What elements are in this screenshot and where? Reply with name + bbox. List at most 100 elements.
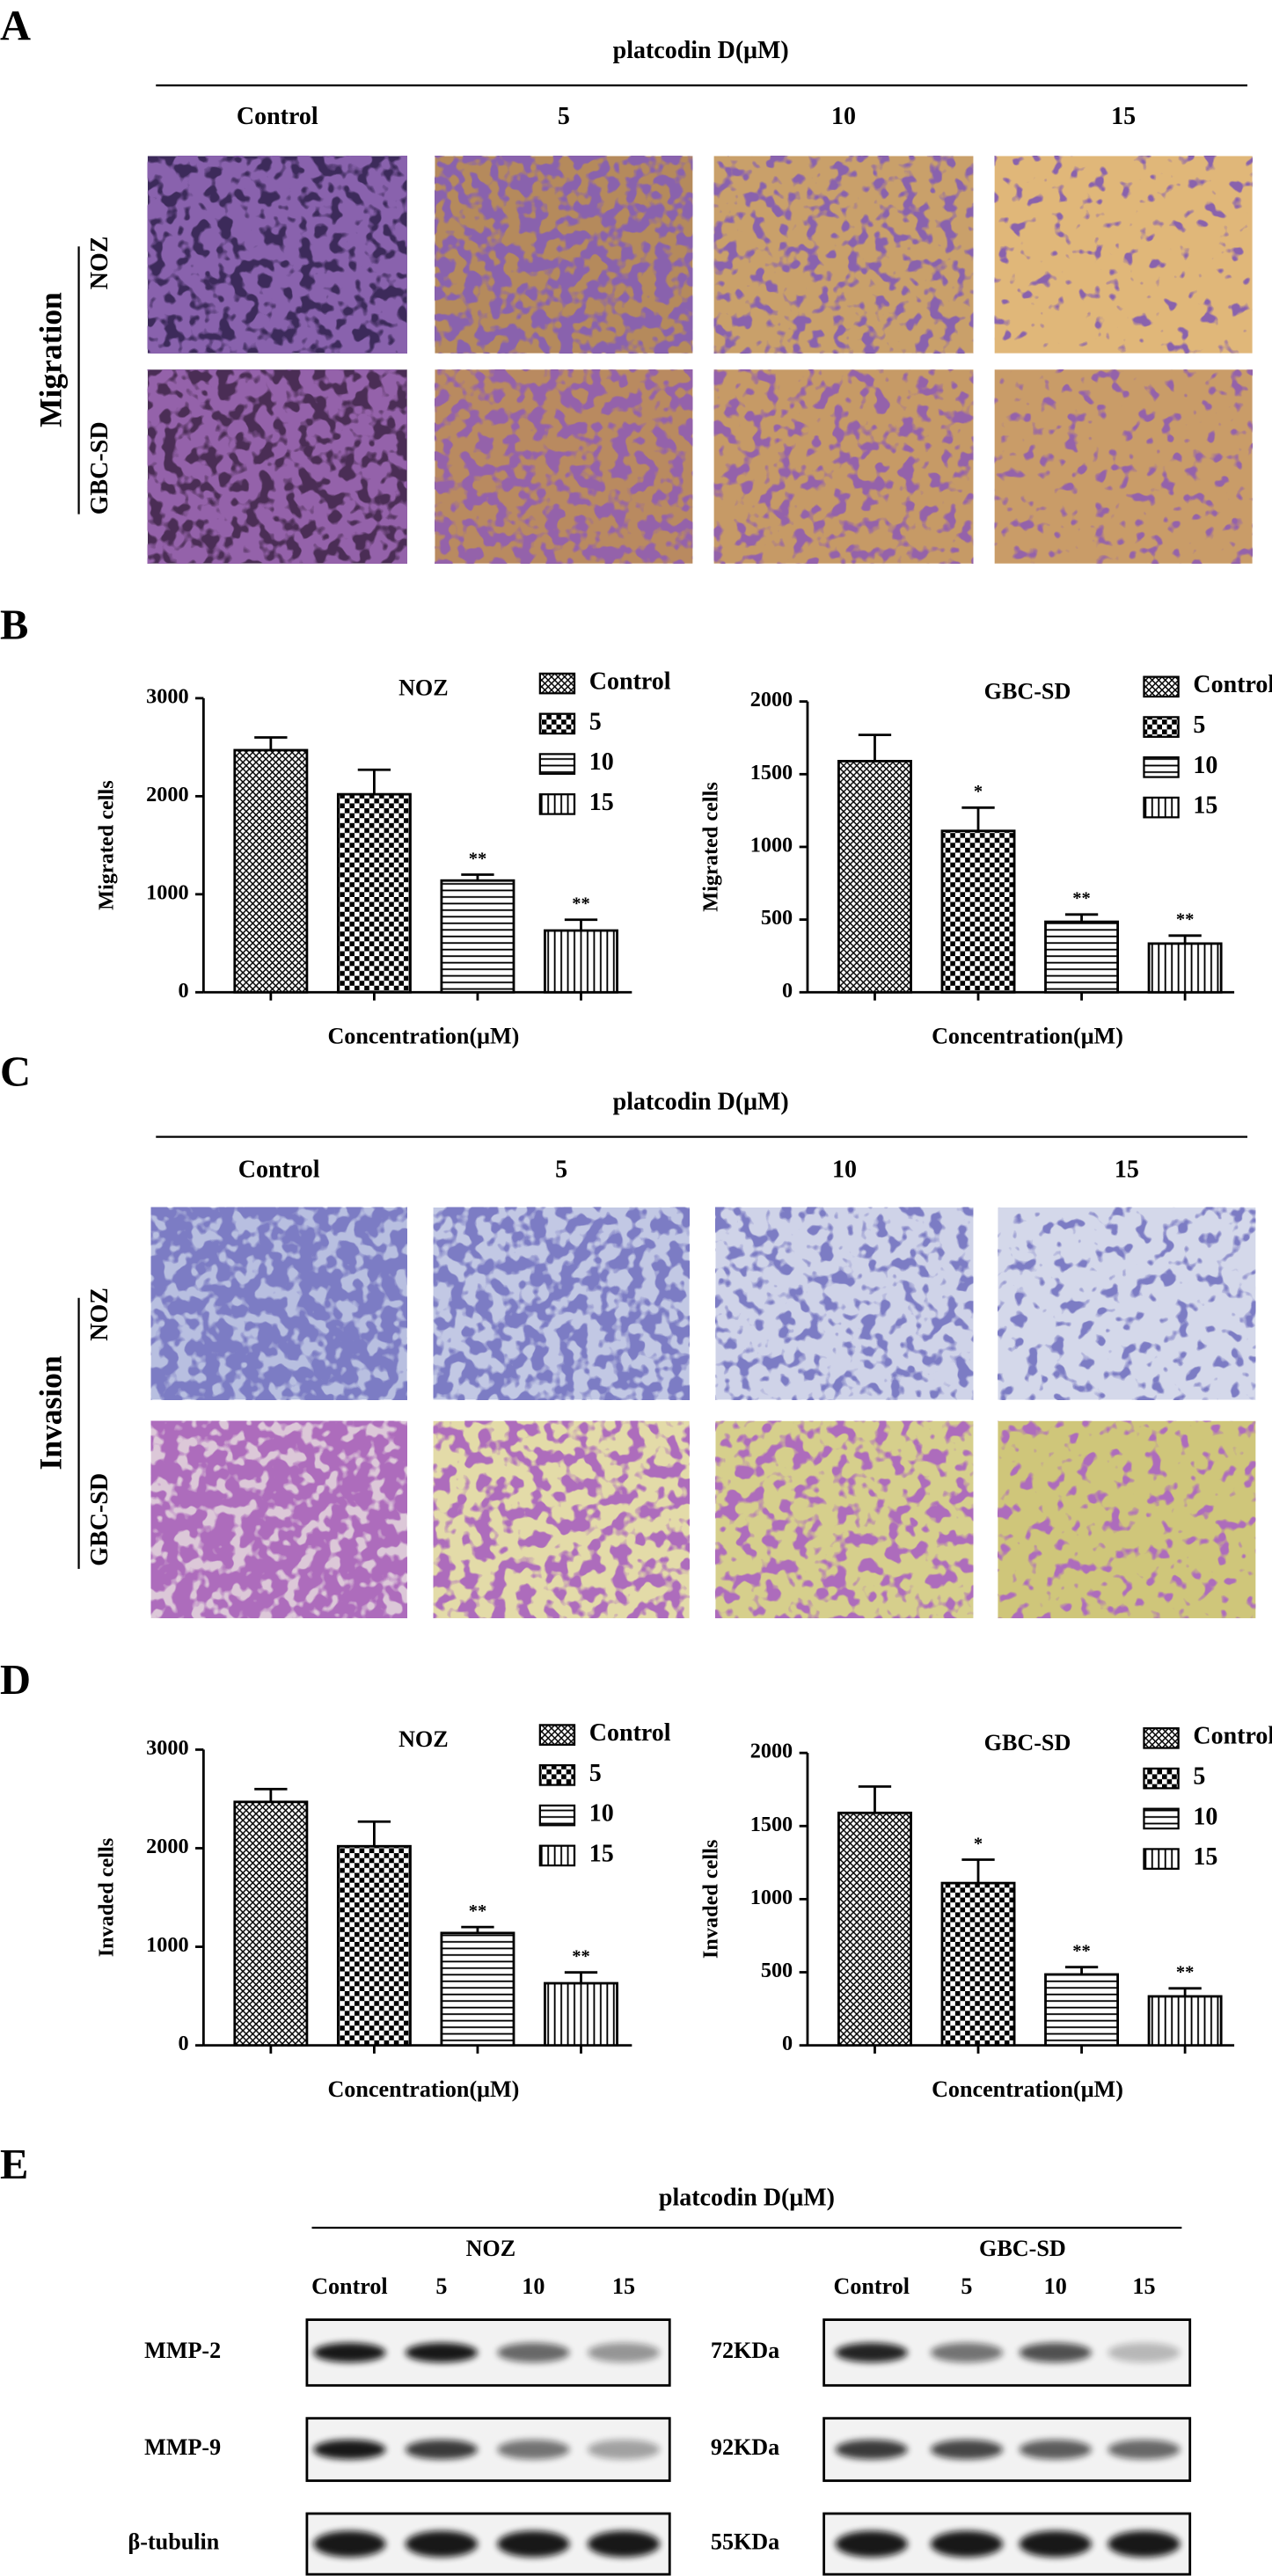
blot-band: [1108, 2530, 1181, 2558]
bar: [1044, 1973, 1120, 2047]
micrograph-cells: [998, 1207, 1256, 1400]
lane-label: Control: [311, 2273, 388, 2299]
legend-label: 5: [589, 1760, 602, 1787]
y-axis-label: Migrated cells: [698, 782, 722, 912]
y-tick-label: 0: [178, 979, 188, 1003]
significance: *: [974, 782, 983, 801]
chart-title: NOZ: [398, 1726, 449, 1752]
blot-band: [835, 2342, 908, 2363]
significance: **: [469, 849, 487, 868]
y-axis-label: Invaded cells: [698, 1840, 722, 1959]
legend-label: 10: [1193, 1803, 1217, 1830]
y-tick-label: 1000: [146, 1933, 188, 1957]
y-tick-label: 2000: [750, 688, 793, 712]
x-axis-label: Concentration(μM): [932, 2076, 1123, 2102]
bar: [336, 792, 412, 994]
y-tick-label: 1500: [750, 761, 793, 784]
column-label: Control: [238, 1156, 320, 1183]
micrograph-cells: [147, 156, 407, 354]
micrograph-cells: [433, 1420, 690, 1618]
bar: [1147, 1995, 1223, 2047]
bar: [233, 1800, 309, 2047]
protein-label: MMP-2: [144, 2338, 221, 2363]
y-tick-label: 1000: [750, 833, 793, 857]
bar: [233, 748, 309, 994]
column-label: 10: [831, 103, 856, 130]
blot-band: [405, 2439, 478, 2460]
legend-swatch: [1143, 756, 1180, 778]
bar: [1044, 920, 1120, 994]
size-label: 55KDa: [711, 2529, 779, 2555]
blot-band: [313, 2530, 386, 2558]
significance: **: [1176, 1963, 1195, 1982]
bar: [544, 1981, 618, 2047]
blot-band: [497, 2342, 570, 2363]
legend-label: 10: [1193, 752, 1217, 779]
column-label: 5: [555, 1156, 567, 1183]
y-axis-label: Migrated cells: [95, 780, 119, 910]
legend-swatch: [1143, 796, 1180, 819]
blot-band: [930, 2439, 1004, 2460]
blot-band: [1019, 2439, 1092, 2460]
y-tick-label: 3000: [146, 1736, 188, 1760]
legend-label: Control: [589, 668, 671, 695]
legend-label: 5: [1193, 1763, 1205, 1791]
micrograph-cells: [998, 1420, 1256, 1618]
legend-swatch: [538, 1764, 576, 1786]
y-tick-label: 0: [782, 979, 793, 1003]
legend-swatch: [538, 1844, 576, 1867]
blot-band: [313, 2439, 386, 2460]
blot-band: [405, 2530, 478, 2558]
panel-letter: A: [0, 3, 31, 49]
y-tick-label: 0: [782, 2032, 793, 2055]
group-label: NOZ: [466, 2236, 516, 2261]
assay-label: Migration: [33, 292, 69, 427]
micrograph-cells: [713, 369, 974, 564]
y-tick-label: 2000: [146, 1835, 188, 1858]
significance: **: [572, 1947, 590, 1967]
y-tick-label: 2000: [146, 783, 188, 806]
blot-band: [587, 2530, 661, 2558]
blot-band: [1108, 2439, 1181, 2460]
legend-swatch: [1143, 675, 1180, 698]
micrograph-cells: [713, 156, 974, 354]
column-label: 10: [832, 1156, 857, 1183]
lane-label: 15: [612, 2273, 635, 2299]
micrograph-cells: [994, 156, 1253, 354]
size-label: 92KDa: [711, 2434, 779, 2460]
legend-swatch: [1143, 1767, 1180, 1790]
micrograph-cells: [433, 1207, 690, 1400]
legend-label: Control: [1193, 1723, 1272, 1750]
legend-swatch: [538, 753, 576, 775]
bar: [544, 929, 618, 994]
column-label: 15: [1111, 103, 1136, 130]
assay-label: Invasion: [33, 1355, 69, 1470]
panel-letter: C: [0, 1049, 31, 1096]
column-label: 15: [1115, 1156, 1139, 1183]
micrograph-cells: [150, 1207, 407, 1400]
blot-band: [497, 2530, 570, 2558]
chart-title: GBC-SD: [984, 678, 1071, 704]
blot-band: [587, 2342, 661, 2363]
blot-band: [930, 2530, 1004, 2558]
bar: [336, 1844, 412, 2047]
blot-band: [1019, 2342, 1092, 2363]
legend-swatch: [538, 793, 576, 815]
legend-label: Control: [589, 1719, 671, 1747]
y-tick-label: 3000: [146, 684, 188, 708]
y-tick-label: 2000: [750, 1740, 793, 1763]
legend-label: 15: [1193, 1843, 1217, 1871]
blot-band: [930, 2342, 1004, 2363]
y-tick-label: 1000: [750, 1886, 793, 1909]
blot-band: [1019, 2530, 1092, 2558]
group-label: GBC-SD: [979, 2236, 1066, 2261]
treatment-label: platcodin D(μM): [613, 37, 789, 64]
significance: **: [1176, 910, 1195, 930]
micrograph-cells: [435, 369, 693, 564]
lane-label: 5: [435, 2273, 447, 2299]
legend-swatch: [538, 672, 576, 695]
size-label: 72KDa: [711, 2338, 779, 2363]
bar: [837, 760, 912, 994]
significance: **: [1072, 889, 1091, 909]
